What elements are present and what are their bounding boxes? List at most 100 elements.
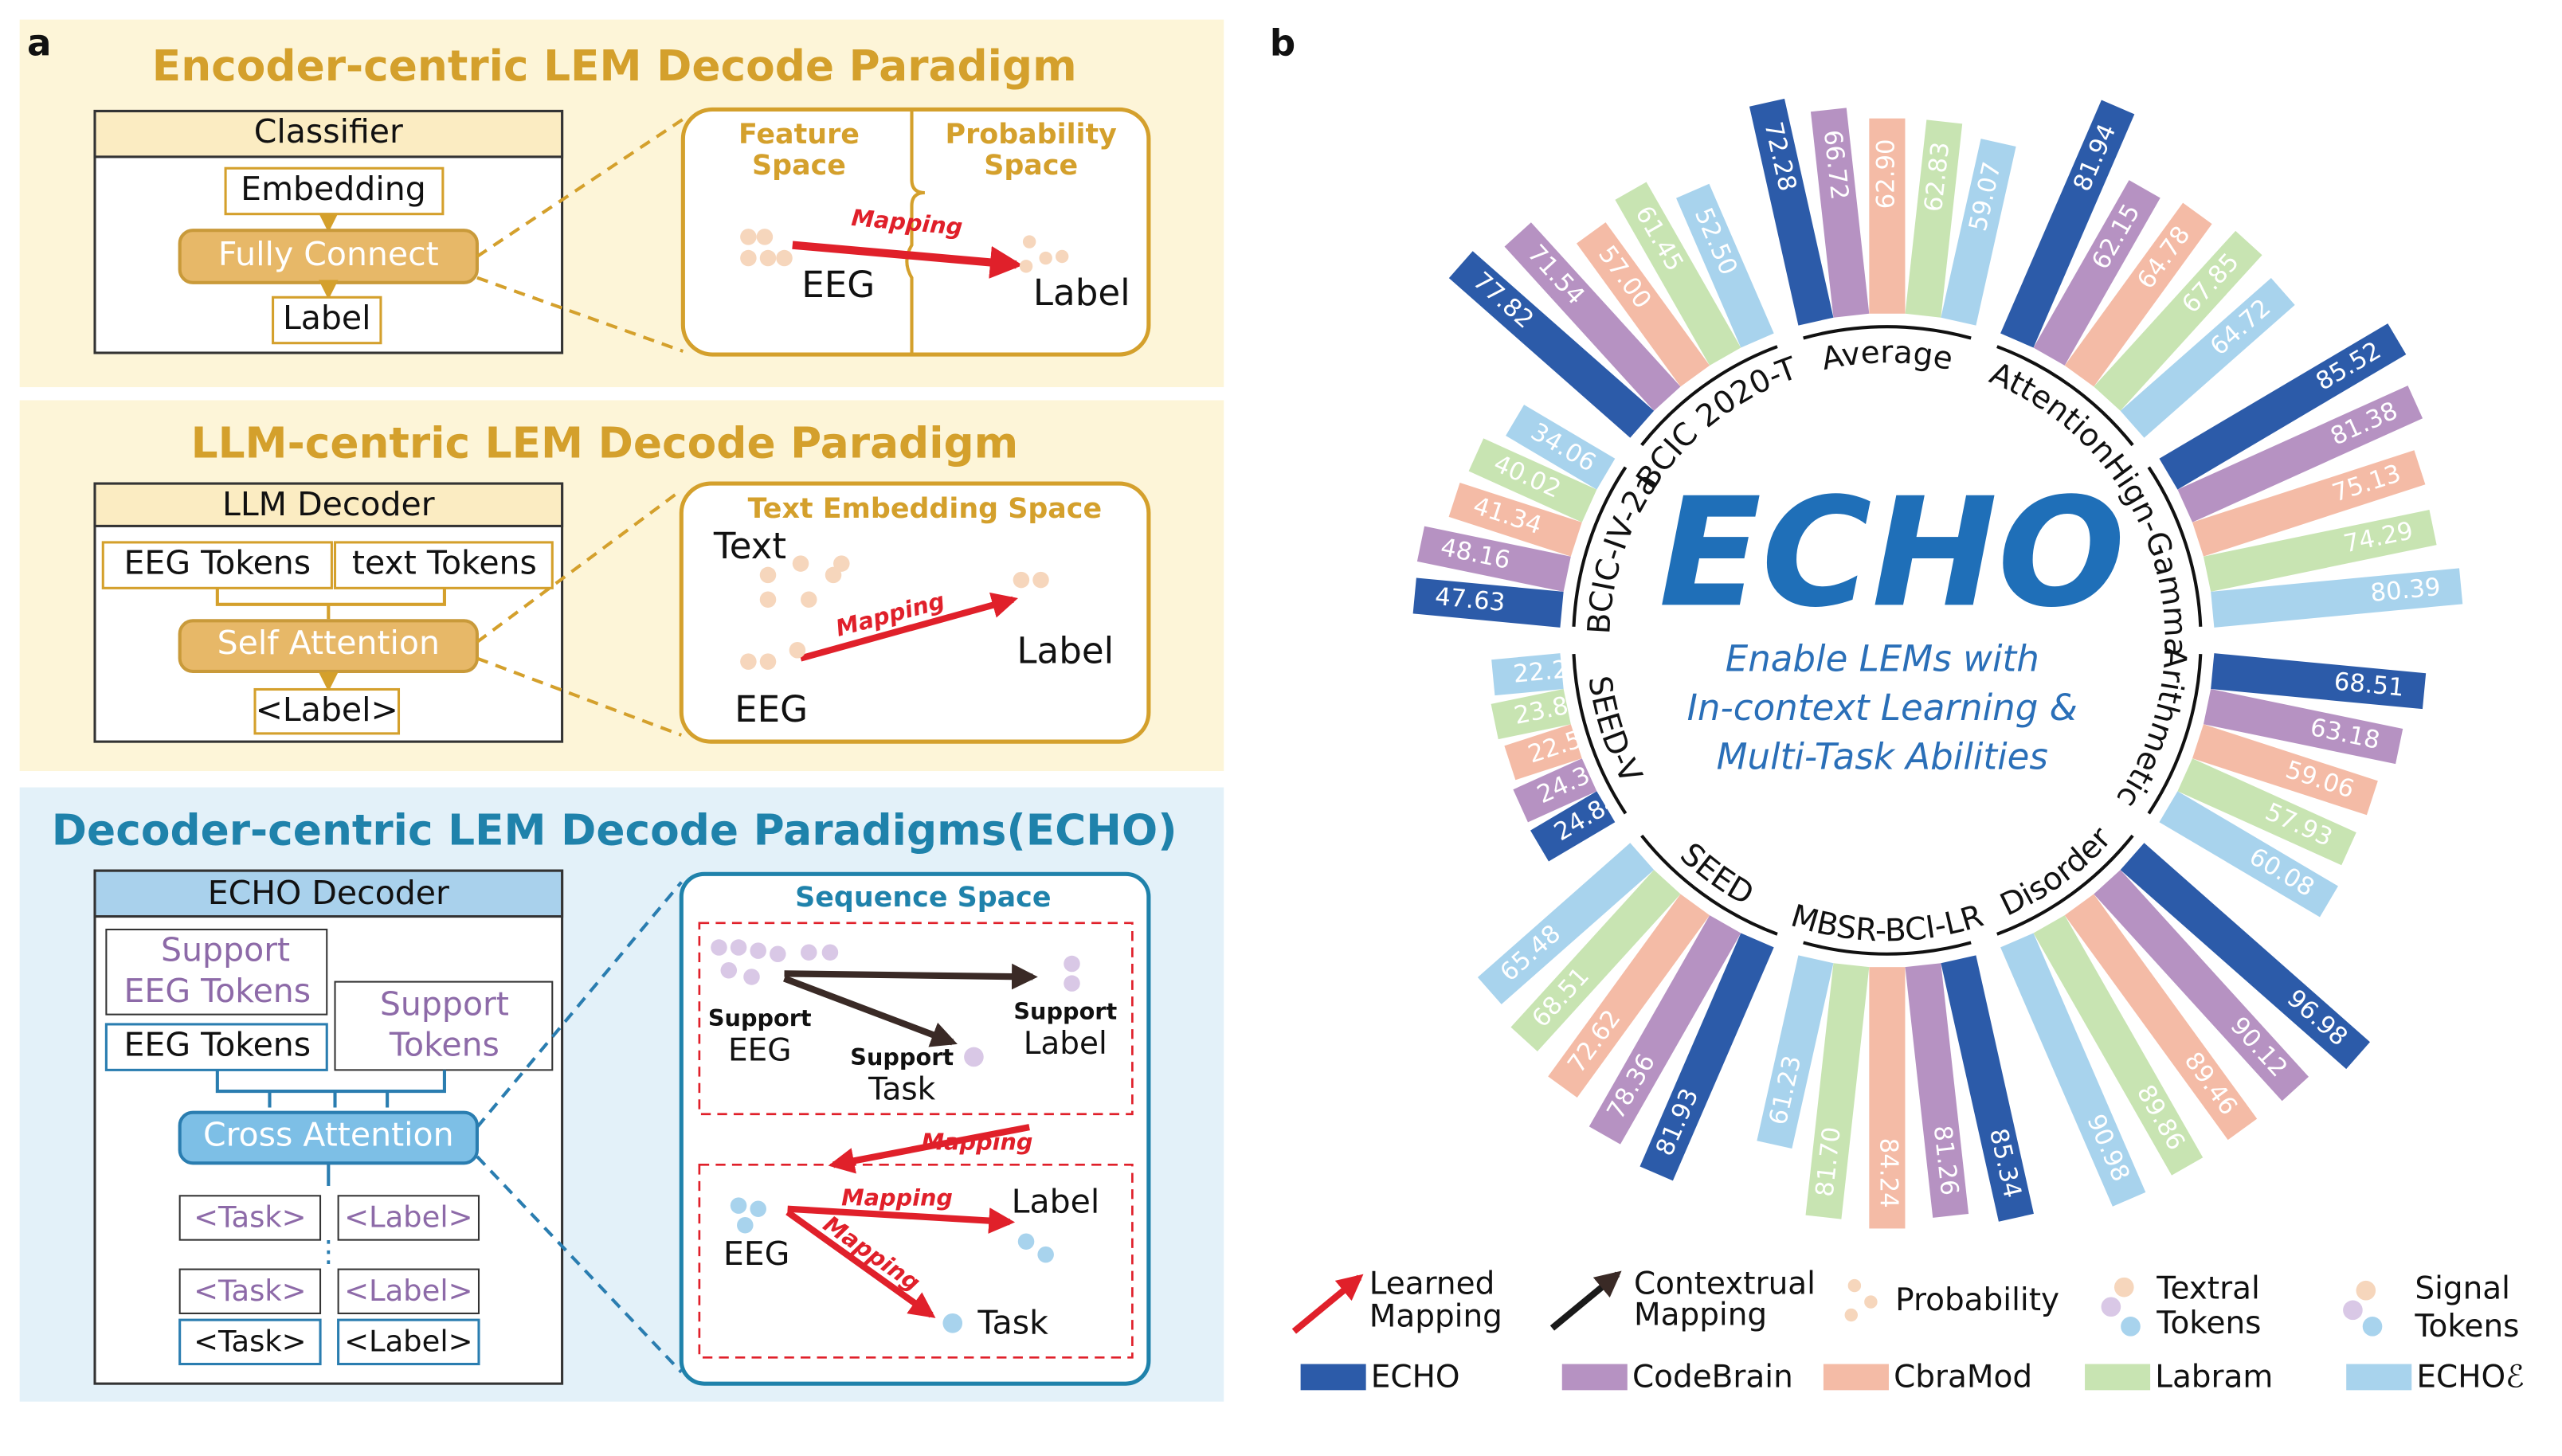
legend-label: CbraMod [1894,1359,2032,1395]
legend-text: Learned [1369,1266,1495,1302]
bar [2203,509,2437,592]
label: Tokens [389,1026,499,1064]
label: Mapping [841,1184,953,1211]
bar [2120,843,2370,1070]
section-title: Decoder-centric LEM Decode Paradigms(ECH… [52,806,1177,855]
bar [1510,870,1681,1051]
bar [1810,108,1870,318]
label: Label [283,299,371,337]
label: Label [1017,629,1114,671]
label: Text Embedding Space [748,493,1102,525]
bar [2211,568,2463,628]
bar [2033,180,2160,366]
chart-subtitle: Enable LEMs with [1726,638,2039,680]
bar [1905,119,1963,318]
bar [2177,758,2356,866]
legend-swatch [1300,1364,1366,1391]
bar [1639,933,1774,1181]
label: <Label> [344,1324,472,1358]
group-arc [1640,834,1778,936]
label: text Tokens [352,544,537,582]
label: Task [977,1303,1048,1341]
bar [2094,230,2262,411]
legend-label: ECHOℰ [2416,1359,2524,1395]
legend-label: ECHO [1371,1359,1460,1395]
group-arc [2147,654,2203,815]
value-label: 80.39 [2369,573,2442,608]
legend-text: Mapping [1634,1297,1767,1333]
group-arc [1996,345,2134,447]
bar [2000,100,2135,348]
bar [1506,405,1616,490]
legend-swatch [2346,1364,2412,1391]
bar [1757,955,1834,1149]
legend-swatch [2085,1364,2151,1391]
bar [1676,183,1774,348]
label: Label [1033,272,1130,314]
label: Support [850,1043,954,1070]
label: Cross Attention [203,1115,454,1153]
label: Self Attention [217,624,440,662]
label: EEG [728,1032,791,1068]
label: LLM Decoder [222,485,435,523]
bar [1805,963,1870,1219]
bar [1869,967,1906,1229]
legend-swatch [1823,1364,1889,1391]
section-title: Encoder-centric LEM Decode Paradigm [152,41,1077,91]
llm-section [19,400,1224,772]
bar [1589,915,1741,1145]
bar [1615,182,1741,366]
label: Mapping [922,1129,1033,1156]
bar [2192,724,2378,816]
label: Sequence Space [795,882,1051,914]
chart-subtitle: In-context Learning & [1687,687,2078,729]
label: Space [752,150,846,182]
group-arc [1996,834,2134,936]
label: Support [161,931,290,969]
group-arc [1572,654,1628,815]
bar [2192,450,2426,557]
legend-label: CodeBrain [1632,1359,1793,1395]
bar [2159,791,2338,918]
bar [1576,222,1710,387]
bar [1448,251,1655,438]
legend-text: Mapping [1369,1299,1502,1335]
bar [2000,933,2146,1207]
label: Embedding [241,170,426,208]
label: Probability [946,119,1118,151]
label: Classifier [254,112,403,151]
label: Support [380,984,509,1023]
legend-icons [1291,1270,2383,1337]
bar [2159,323,2407,490]
legend-text: Textral [2156,1271,2259,1307]
bar [1905,963,1969,1218]
legend-text: Contextrual [1634,1266,1816,1302]
label: EEG [801,264,875,306]
chart-subtitle: Multi-Task Abilities [1717,736,2048,778]
label: EEG [735,688,808,730]
group-arc [1803,325,1972,340]
value-label: 47.63 [1434,582,1506,617]
panel-label: a [27,22,51,64]
label: <Task> [194,1274,306,1308]
group-arc [1572,466,1628,627]
label: Feature [738,119,860,151]
encoder-section [19,19,1224,388]
group-arc [1640,345,1778,447]
bar [2211,653,2427,710]
chart-title: ECHO [1659,466,2125,640]
label: ⋮ [314,1235,343,1269]
label: Support [708,1004,812,1031]
bar [2177,386,2423,523]
group-arc [1803,941,1972,956]
bar [1941,139,2016,326]
bar [1504,724,1582,781]
bar [1504,222,1681,411]
bar [2064,894,2258,1141]
label: EEG Tokens [124,544,311,582]
label: Space [984,150,1078,182]
bar [1491,653,1564,696]
bar [1468,438,1597,523]
